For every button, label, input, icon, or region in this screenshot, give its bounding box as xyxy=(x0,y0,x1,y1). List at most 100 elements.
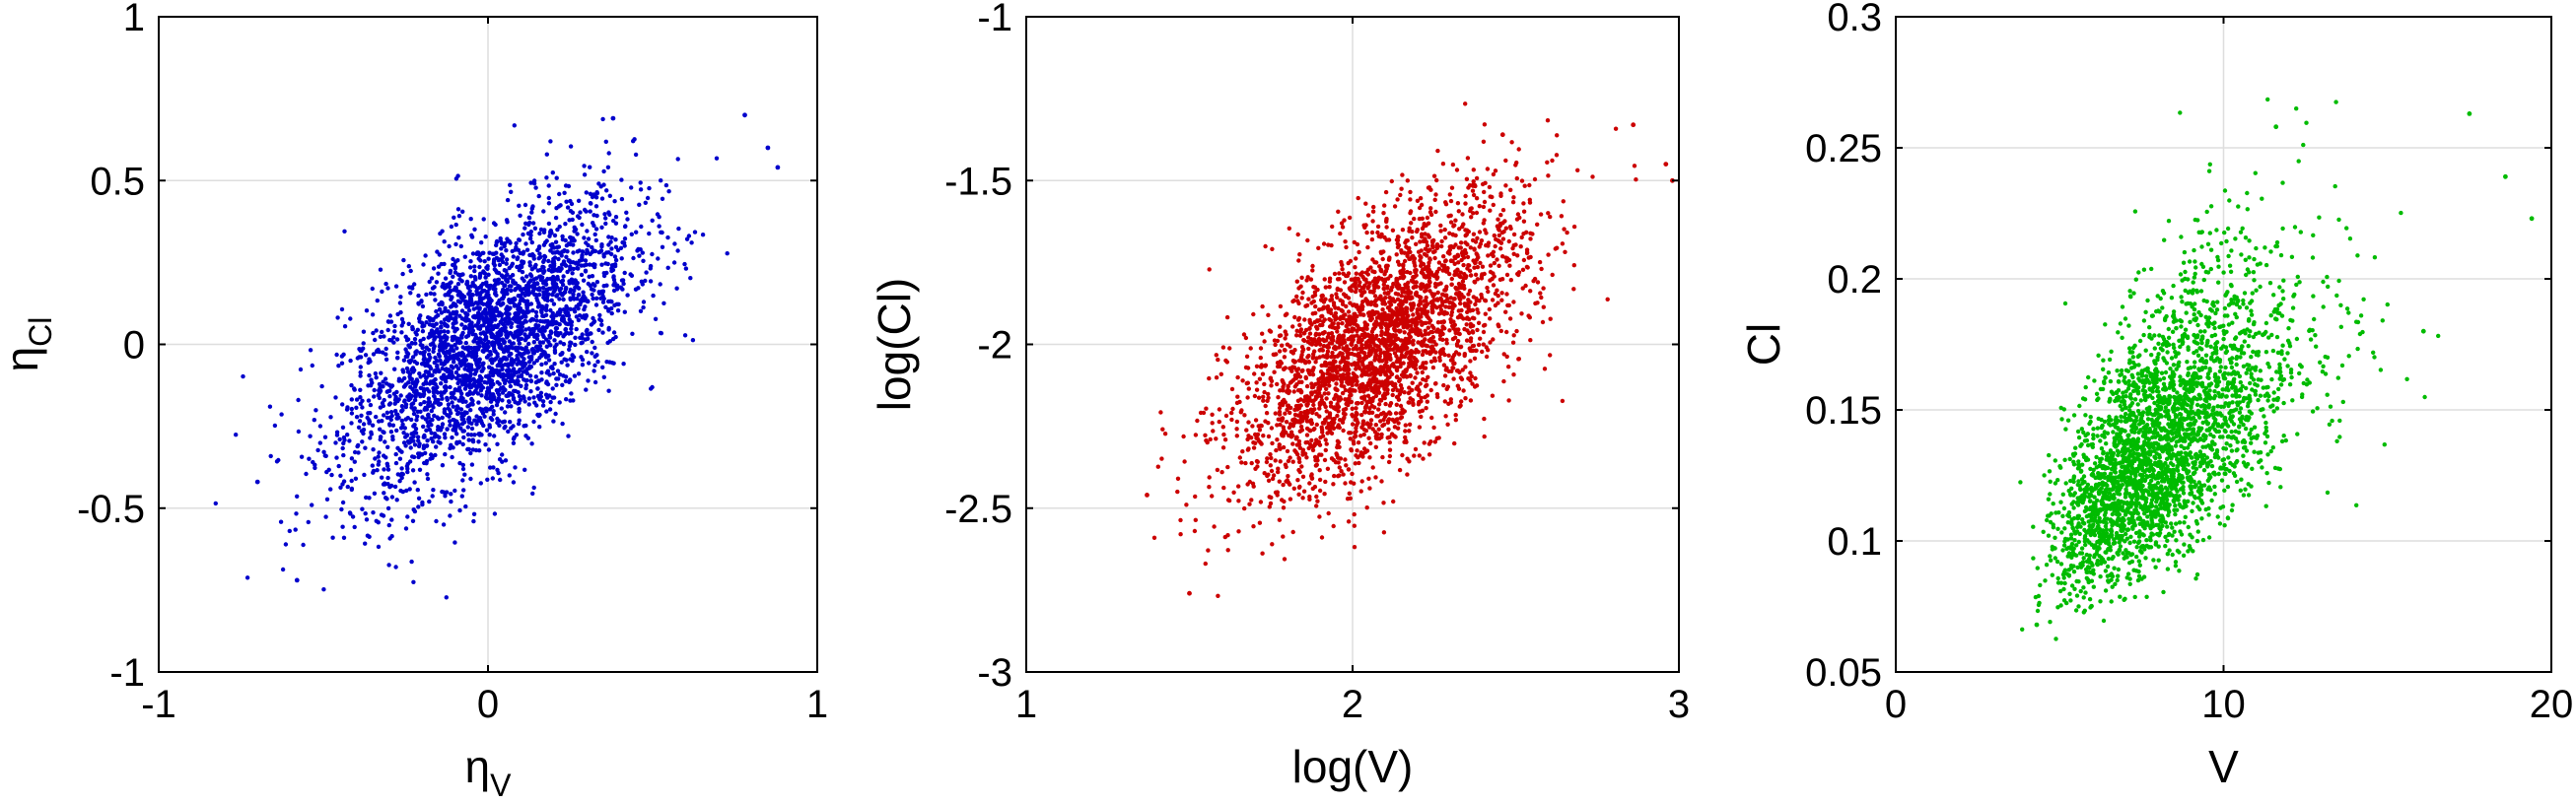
data-point xyxy=(514,369,520,374)
data-point xyxy=(584,387,589,392)
data-point xyxy=(1520,267,1526,272)
data-point xyxy=(507,265,512,271)
data-point xyxy=(428,332,433,337)
data-point xyxy=(468,259,473,264)
data-point xyxy=(341,535,347,540)
data-point xyxy=(500,452,505,457)
data-point xyxy=(424,428,429,433)
data-point xyxy=(1571,263,1577,268)
data-point xyxy=(453,310,458,315)
data-point xyxy=(416,454,421,460)
data-point xyxy=(1432,255,1437,261)
data-point xyxy=(377,419,382,424)
data-point xyxy=(393,451,398,457)
data-point xyxy=(1472,247,1477,252)
data-point xyxy=(546,339,551,345)
data-point xyxy=(560,234,565,239)
data-point xyxy=(692,230,698,234)
data-point xyxy=(399,449,404,454)
data-point xyxy=(1399,186,1404,191)
data-point xyxy=(1500,208,1506,213)
data-point xyxy=(1499,277,1505,282)
data-point xyxy=(455,173,460,178)
data-point xyxy=(1300,347,1306,352)
data-point xyxy=(524,377,529,383)
data-point xyxy=(527,236,533,241)
data-point xyxy=(400,407,405,413)
data-point xyxy=(402,375,407,381)
data-point xyxy=(510,261,516,266)
data-point xyxy=(352,524,357,530)
data-point xyxy=(408,268,413,274)
data-point xyxy=(385,482,390,487)
data-point xyxy=(1262,471,1267,476)
data-point xyxy=(1403,435,1408,440)
data-point xyxy=(1297,484,1302,490)
data-point xyxy=(473,368,479,374)
data-point xyxy=(609,310,614,316)
data-point xyxy=(544,325,549,330)
data-point xyxy=(474,422,479,427)
data-point xyxy=(395,355,400,361)
data-point xyxy=(412,397,418,403)
data-point xyxy=(1211,429,1216,434)
data-point xyxy=(424,443,429,448)
data-point xyxy=(365,415,370,421)
data-point xyxy=(456,398,461,403)
data-point xyxy=(441,362,447,367)
data-point xyxy=(481,302,486,306)
data-point xyxy=(1391,499,1396,504)
data-point xyxy=(503,458,509,463)
data-point xyxy=(592,379,598,385)
data-point xyxy=(457,460,462,466)
data-point xyxy=(1317,322,1323,328)
data-point xyxy=(416,496,422,501)
data-point xyxy=(562,248,567,253)
data-point xyxy=(296,397,301,403)
data-point xyxy=(576,198,582,203)
data-point xyxy=(1414,280,1419,285)
data-point xyxy=(490,312,495,318)
data-point xyxy=(503,387,508,392)
data-point xyxy=(1366,476,1371,481)
data-point xyxy=(606,308,611,313)
data-point xyxy=(1479,295,1485,301)
data-point xyxy=(1373,475,1378,480)
data-point xyxy=(554,294,559,299)
data-point xyxy=(1443,304,1448,309)
data-point xyxy=(431,385,436,391)
data-point xyxy=(487,433,492,437)
data-point xyxy=(460,462,465,468)
data-point xyxy=(1246,386,1252,391)
data-point xyxy=(495,416,500,422)
data-point xyxy=(556,256,561,262)
data-point xyxy=(527,279,532,284)
data-point xyxy=(569,277,575,282)
data-point xyxy=(550,292,555,298)
data-point xyxy=(1458,245,1464,250)
data-point xyxy=(397,301,403,305)
data-point xyxy=(1475,307,1480,312)
data-point xyxy=(1298,327,1304,332)
data-point xyxy=(378,427,383,432)
data-point xyxy=(444,595,449,600)
data-point xyxy=(1245,436,1250,442)
data-point xyxy=(1351,370,1356,376)
data-point xyxy=(1469,273,1474,278)
data-point xyxy=(497,423,502,428)
data-point xyxy=(511,424,516,429)
data-point xyxy=(551,302,557,306)
data-point xyxy=(406,264,411,269)
data-point xyxy=(458,407,464,412)
data-point xyxy=(529,441,534,446)
data-point xyxy=(1486,240,1492,245)
data-point xyxy=(433,355,438,361)
data-point xyxy=(345,433,350,437)
data-point xyxy=(501,349,507,355)
data-point xyxy=(417,319,422,324)
data-point xyxy=(424,362,429,367)
data-point xyxy=(598,184,603,189)
data-point xyxy=(599,262,604,267)
data-point xyxy=(385,463,390,469)
data-point xyxy=(497,343,503,348)
